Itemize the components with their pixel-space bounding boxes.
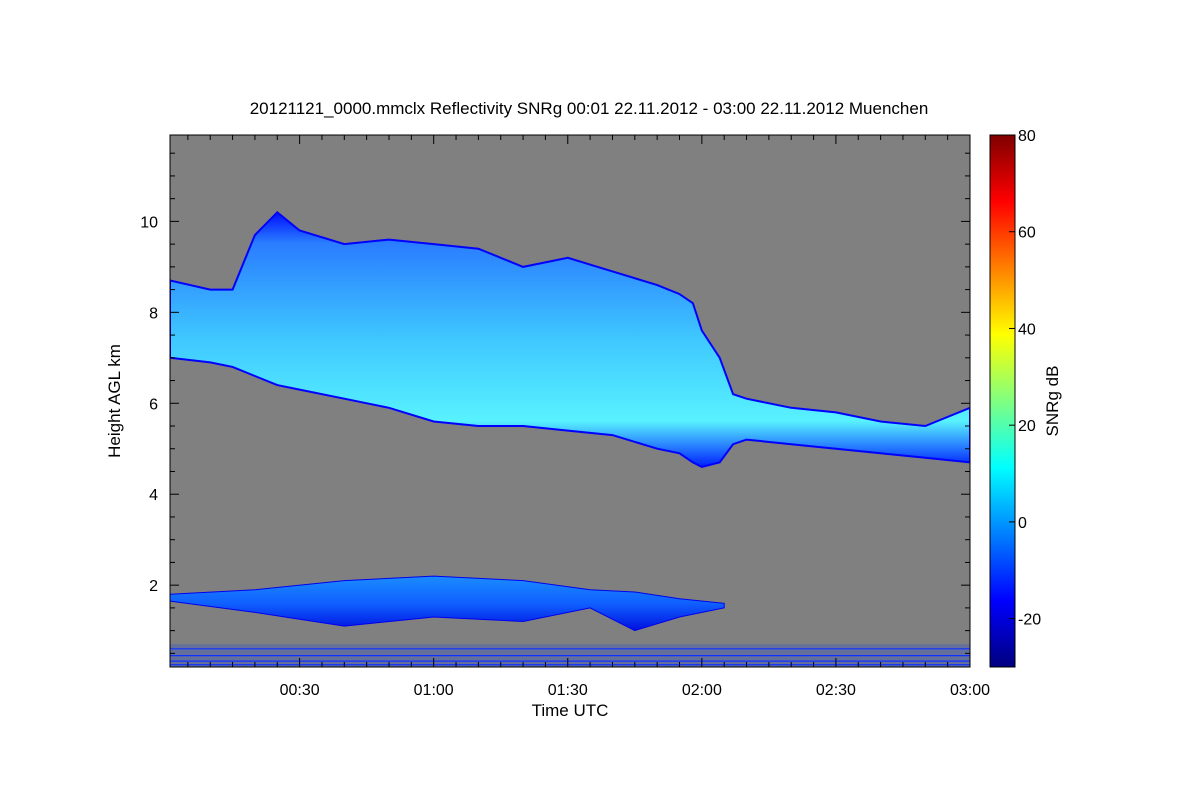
y-tick-label: 6 [149, 396, 158, 413]
y-tick-label: 2 [149, 578, 158, 595]
colorbar-label: SNRg dB [1043, 366, 1062, 437]
y-tick-label: 10 [140, 214, 158, 231]
colorbar [989, 134, 1016, 668]
y-tick-label: 8 [149, 305, 158, 322]
colorbar-tick-label: -20 [1018, 612, 1041, 629]
plot-frame [169, 134, 971, 668]
axis-ticks [170, 135, 971, 667]
x-tick-label: 01:30 [548, 682, 588, 699]
colorbar-tick-label: 20 [1018, 418, 1036, 435]
colorbar-tick-label: 60 [1018, 225, 1036, 242]
colorbar-tick-label: 40 [1018, 321, 1036, 338]
low-cloud-layer [170, 575, 725, 632]
x-tick-label: 02:00 [682, 682, 722, 699]
x-tick-label: 01:00 [414, 682, 454, 699]
x-tick-label: 02:30 [816, 682, 856, 699]
colorbar-ticks: -20 0 20 40 60 80 [1009, 128, 1041, 629]
y-tick-labels: 2 4 6 8 10 [140, 214, 158, 595]
upper-cloud-layer [170, 210, 970, 468]
x-tick-label: 00:30 [280, 682, 320, 699]
colorbar-tick-label: 0 [1018, 515, 1027, 532]
x-tick-labels: 00:30 01:00 01:30 02:00 02:30 03:00 [280, 682, 991, 699]
x-tick-label: 03:00 [950, 682, 990, 699]
y-axis-label: Height AGL km [105, 344, 124, 458]
chart-title: 20121121_0000.mmclx Reflectivity SNRg 00… [250, 99, 929, 118]
y-tick-label: 4 [149, 487, 158, 504]
data-layer [170, 210, 970, 667]
x-axis-label: Time UTC [532, 701, 609, 720]
colorbar-tick-label: 80 [1018, 128, 1036, 145]
